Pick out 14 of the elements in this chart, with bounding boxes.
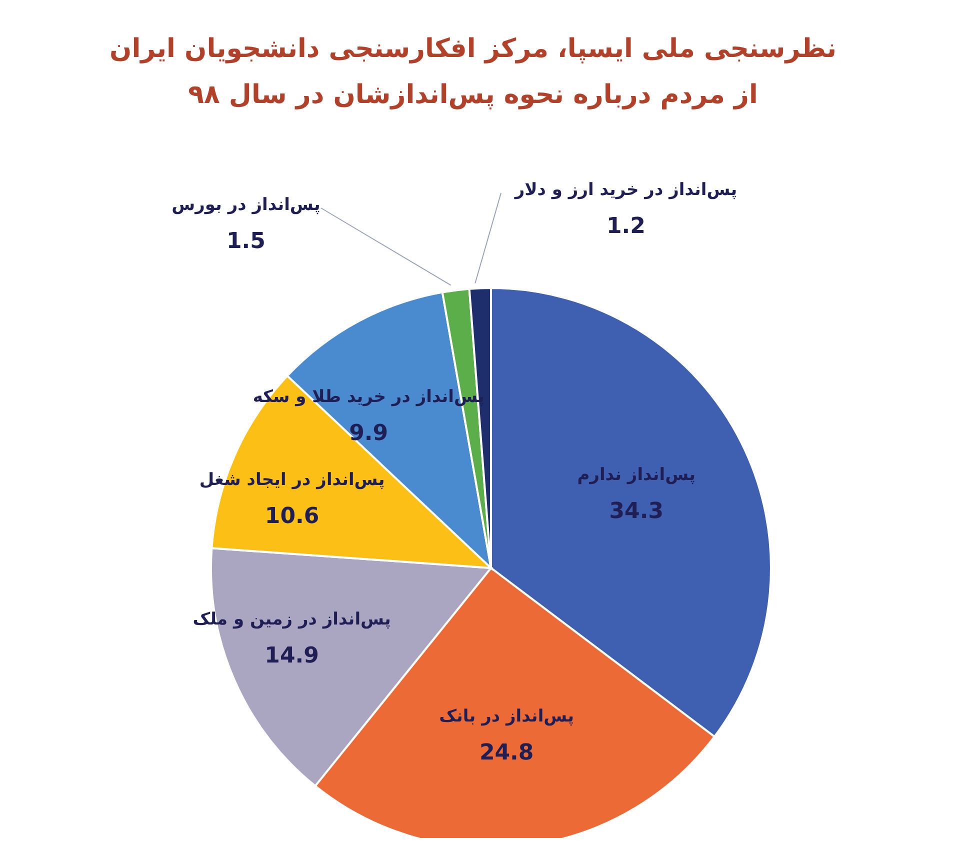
data-label: 10.6 — [264, 504, 320, 530]
data-label: 14.9 — [264, 643, 319, 668]
chart-subtitle: از مردم درباره نحوه پس‌اندازشان در سال ۹۸ — [187, 79, 759, 112]
chart-title: نظرسنجی ملی ایسپا، مرکز افکارسنجی دانشجویان ایران — [108, 33, 838, 66]
slice-label: پس‌انداز در بورس — [172, 195, 320, 215]
data-label: 1.5 — [226, 229, 266, 254]
data-label: 24.8 — [479, 740, 534, 766]
slice-label: پس‌انداز در بانک — [439, 706, 574, 727]
data-label: 1.2 — [606, 214, 646, 239]
slice-label: پس‌انداز در خرید ارز و دلار — [514, 180, 738, 200]
data-label: 9.9 — [349, 421, 388, 446]
slice-label: پس‌انداز ندارم — [577, 465, 696, 486]
slice-label: پس‌انداز در زمین و ملک — [192, 609, 391, 630]
data-label: 34.3 — [609, 499, 664, 524]
